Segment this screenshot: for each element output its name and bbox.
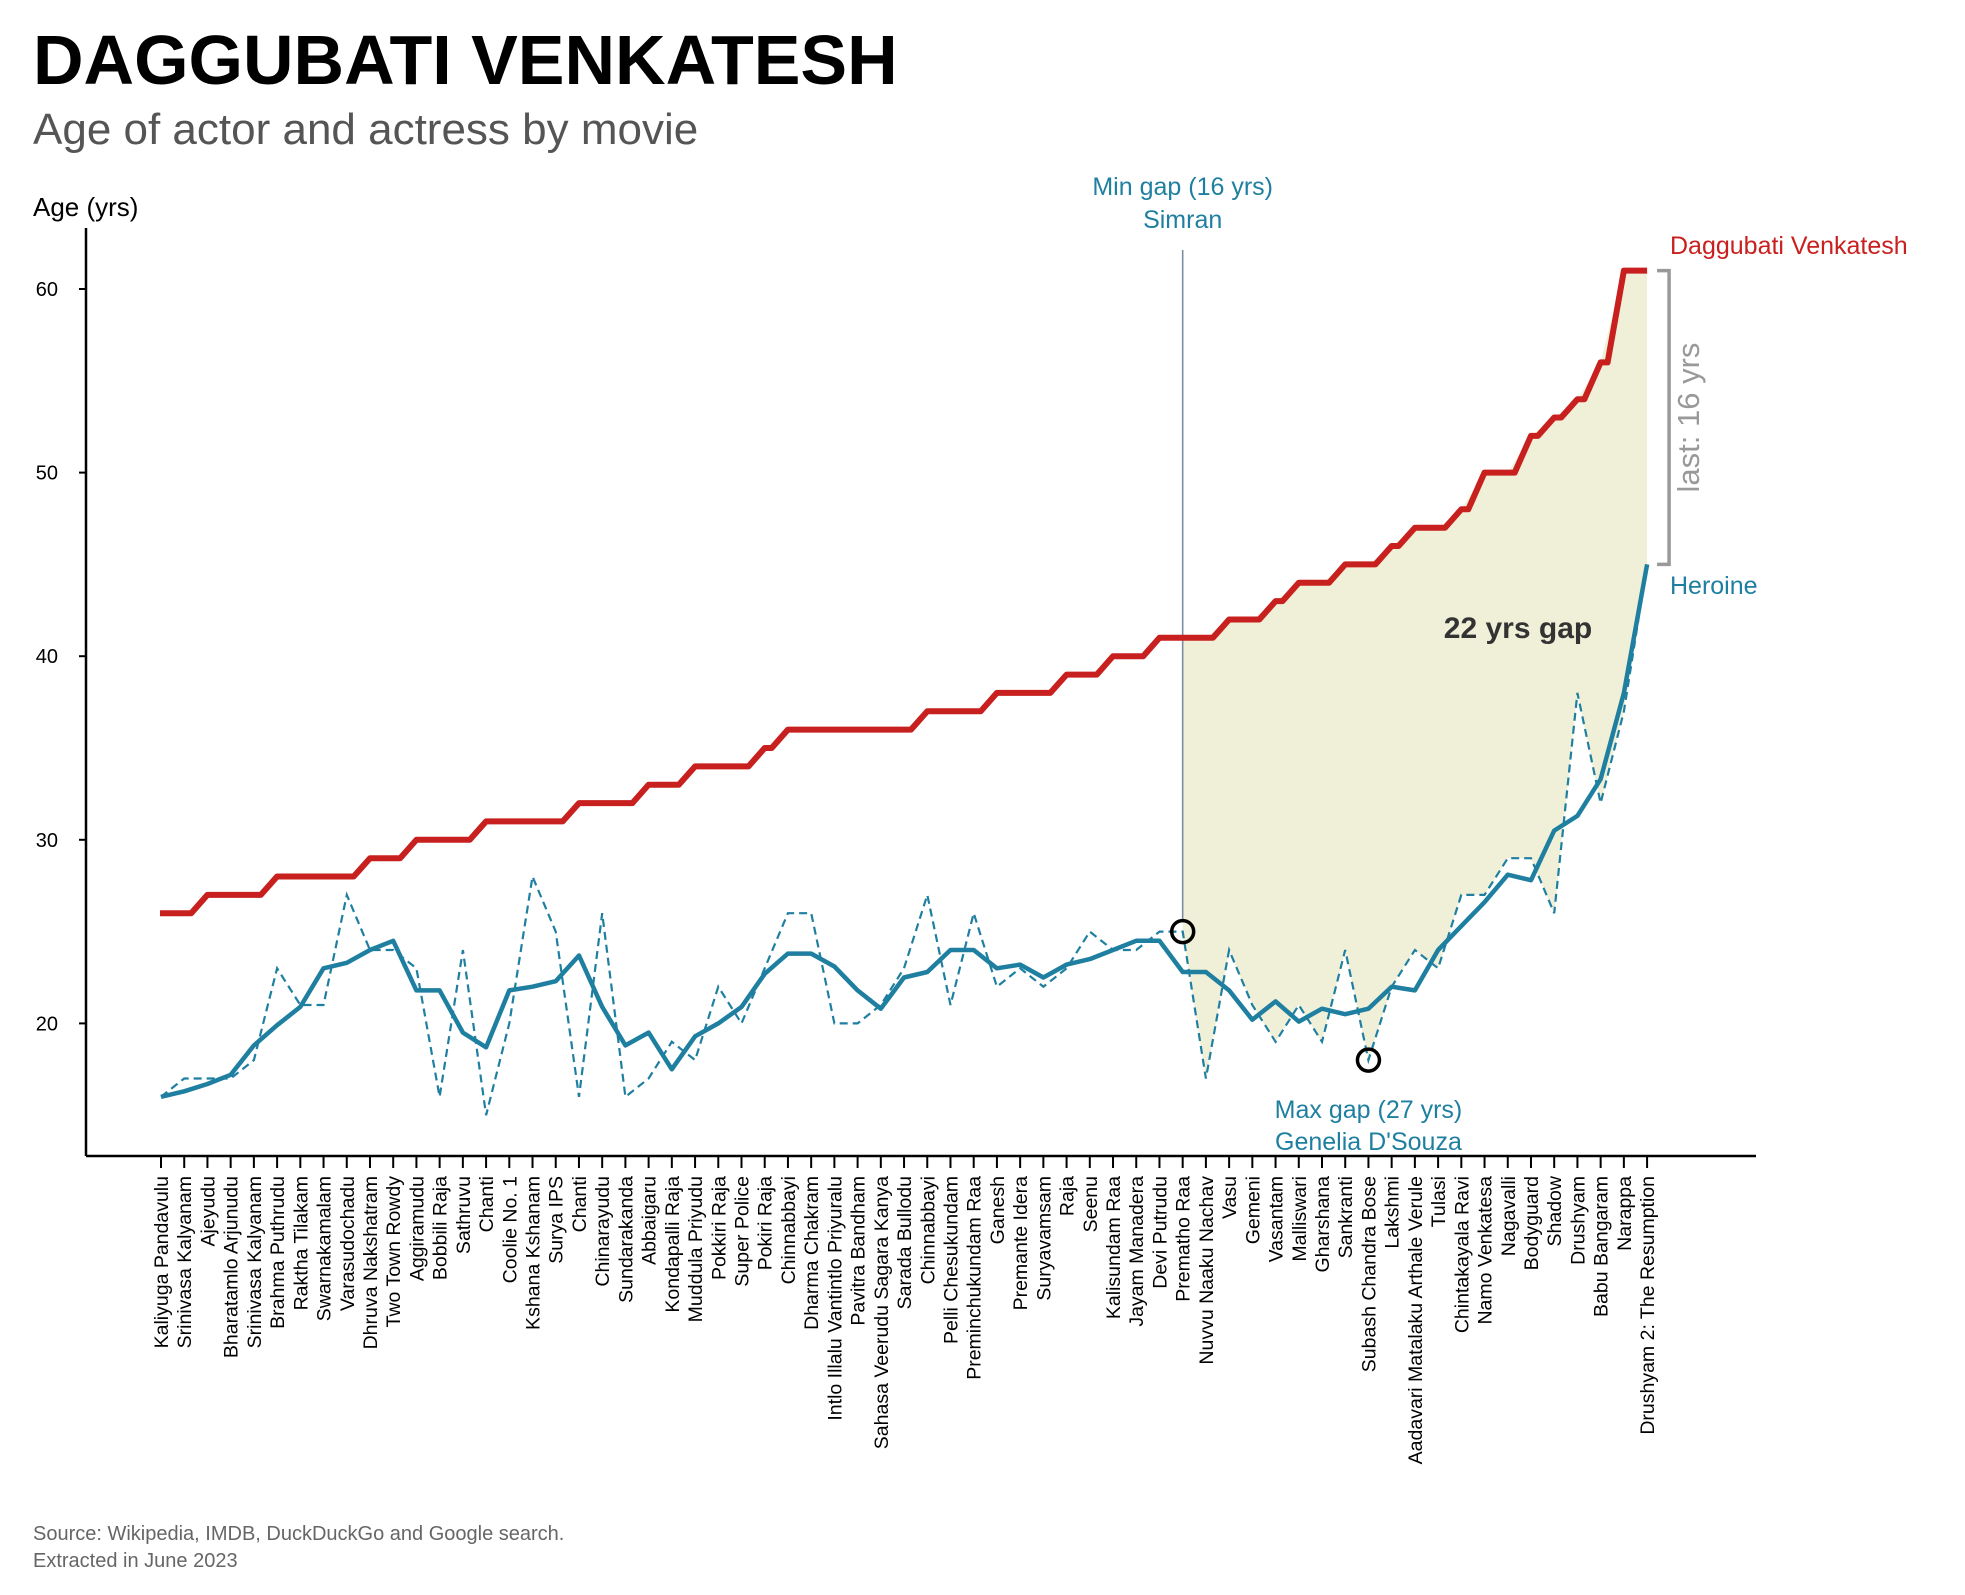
x-tick-label: Nagavalli	[1498, 1176, 1520, 1256]
x-tick-label: Coolie No. 1	[499, 1176, 521, 1283]
x-tick-label: Seenu	[1080, 1176, 1102, 1232]
page-title: DAGGUBATI VENKATESH	[33, 21, 898, 99]
x-tick-label: Surya IPS	[546, 1176, 568, 1264]
x-tick-label: Raja	[1057, 1176, 1079, 1216]
y-axis-label: Age (yrs)	[33, 192, 138, 222]
x-tick-label: Suryavamsam	[1033, 1176, 1055, 1301]
y-tick-label: 20	[36, 1013, 58, 1035]
x-tick-label: Subash Chandra Bose	[1358, 1176, 1380, 1372]
x-tick-label: Vasantam	[1266, 1176, 1288, 1262]
heroine-series-label: Heroine	[1670, 572, 1758, 600]
x-tick-label: Brahma Puthrudu	[267, 1176, 289, 1329]
x-tick-label: Bobbili Raja	[430, 1176, 452, 1280]
actor-age-line	[160, 267, 1648, 917]
x-tick-label: Chanti	[569, 1176, 591, 1232]
x-tick-label: Srinivasa Kalyanam	[244, 1176, 266, 1348]
y-tick-label: 30	[36, 830, 58, 852]
x-tick-label: Premante Idera	[1010, 1176, 1032, 1311]
x-tick-label: Aggiramudu	[406, 1176, 428, 1281]
x-tick-label: Abbaigaru	[639, 1176, 661, 1265]
x-tick-label: Sankranti	[1335, 1176, 1357, 1258]
max-gap-annotation-name: Genelia D'Souza	[1275, 1128, 1462, 1156]
x-tick-label: Namo Venkatesa	[1475, 1176, 1497, 1325]
x-tick-label: Sundarakanda	[615, 1176, 637, 1303]
x-tick-label: Preminchukundam Raa	[964, 1176, 986, 1380]
x-tick-label: Intlo Illalu Vantintlo Priyuralu	[824, 1176, 846, 1421]
x-tick-label: Pelli Chesukundam	[940, 1176, 962, 1344]
x-tick-label: Swarnakamalam	[314, 1176, 336, 1321]
x-tick-label: Gemeni	[1242, 1176, 1264, 1244]
x-tick-label: Nuvvu Naaku Nachav	[1196, 1176, 1218, 1365]
x-tick-label: Gharshana	[1312, 1176, 1334, 1273]
x-tick-label: Drushyam 2: The Resumption	[1637, 1176, 1659, 1435]
x-tick-label: Babu Bangaram	[1591, 1176, 1613, 1317]
max-gap-annotation-title: Max gap (27 yrs)	[1275, 1096, 1463, 1124]
x-tick-label: Pokiri Raja	[755, 1176, 777, 1270]
y-tick-label: 50	[36, 463, 58, 485]
x-tick-label: Narappa	[1614, 1176, 1636, 1251]
x-tick-label: Super Police	[732, 1176, 754, 1287]
x-tick-label: Jayam Manadera	[1126, 1176, 1148, 1327]
gap-area	[1182, 270, 1648, 1079]
last-gap-bracket	[1657, 268, 1671, 567]
x-tick-label: Dhruva Nakshatram	[360, 1176, 382, 1349]
plot-area	[160, 250, 1650, 1116]
x-tick-label: Sathruvu	[453, 1176, 475, 1254]
x-tick-label: Kshana Kshanam	[523, 1176, 545, 1330]
max-gap-marker	[1355, 1047, 1382, 1073]
x-tick-label: Chinnabbayi	[778, 1176, 800, 1284]
x-tick-label: Devi Putrudu	[1149, 1176, 1171, 1289]
x-tick-label: Chintakayala Ravi	[1451, 1176, 1473, 1333]
x-tick-label: Aadavari Matalaku Arthale Verule	[1405, 1176, 1427, 1464]
min-gap-annotation-title: Min gap (16 yrs)	[1092, 173, 1273, 201]
x-tick-label: Shadow	[1544, 1175, 1566, 1246]
x-tick-label: Chinnabbayi	[917, 1176, 939, 1284]
page-subtitle: Age of actor and actress by movie	[33, 105, 698, 154]
x-tick-label: Prematho Raa	[1173, 1176, 1195, 1302]
x-axis-ticks: Kaliyuga Pandavulu Srinivasa Kalyanam Ajey…	[151, 1156, 1659, 1464]
x-tick-label: Sahasa Veerudu Sagara Kanya	[871, 1176, 893, 1449]
x-tick-label: Kondapalli Raja	[662, 1176, 684, 1313]
x-tick-label: Ajeyudu	[197, 1176, 219, 1246]
x-tick-label: Chanti	[476, 1176, 498, 1232]
min-gap-marker	[1169, 918, 1196, 945]
x-tick-label: Chinarayudu	[592, 1176, 614, 1287]
last-gap-label: last: 16 yrs	[1671, 343, 1706, 493]
x-tick-label: Pokkiri Raja	[708, 1176, 730, 1280]
x-tick-label: Ganesh	[987, 1176, 1009, 1244]
heroine-raw-line	[160, 564, 1649, 1116]
x-tick-label: Kalisundam Raa	[1103, 1176, 1125, 1319]
average-gap-label: 22 yrs gap	[1444, 612, 1592, 645]
source-note: Source: Wikipedia, IMDB, DuckDuckGo and …	[33, 1523, 564, 1545]
x-tick-label: Bodyguard	[1521, 1176, 1543, 1270]
x-tick-label: Dharma Chakram	[801, 1176, 823, 1330]
x-tick-label: Sarada Bullodu	[894, 1176, 916, 1309]
x-tick-label: Tulasi	[1428, 1176, 1450, 1227]
x-tick-label: Kaliyuga Pandavulu	[151, 1176, 173, 1348]
x-tick-label: Varasudochadu	[337, 1176, 359, 1311]
x-tick-label: Lakshmi	[1382, 1176, 1404, 1249]
x-tick-label: Bharatamlo Arjunudu	[221, 1176, 243, 1358]
x-tick-label: Two Town Rowdy	[383, 1176, 405, 1328]
x-tick-label: Malliswari	[1289, 1176, 1311, 1262]
y-axis-ticks: 20 30 40 50 60	[36, 279, 86, 1035]
min-gap-annotation-name: Simran	[1143, 206, 1222, 234]
x-tick-label: Raktha Tilakam	[290, 1176, 312, 1310]
x-tick-label: Pavitra Bandham	[848, 1176, 870, 1326]
x-tick-label: Muddula Priyudu	[685, 1176, 707, 1322]
y-tick-label: 40	[36, 646, 58, 668]
actor-series-label: Daggubati Venkatesh	[1670, 232, 1908, 260]
x-tick-label: Vasu	[1219, 1176, 1241, 1219]
heroine-smoothed-line	[160, 564, 1650, 1099]
x-tick-label: Srinivasa Kalyanam	[174, 1176, 196, 1348]
extraction-note: Extracted in June 2023	[33, 1550, 238, 1572]
x-tick-label: Drushyam	[1567, 1176, 1589, 1265]
y-tick-label: 60	[36, 279, 58, 301]
